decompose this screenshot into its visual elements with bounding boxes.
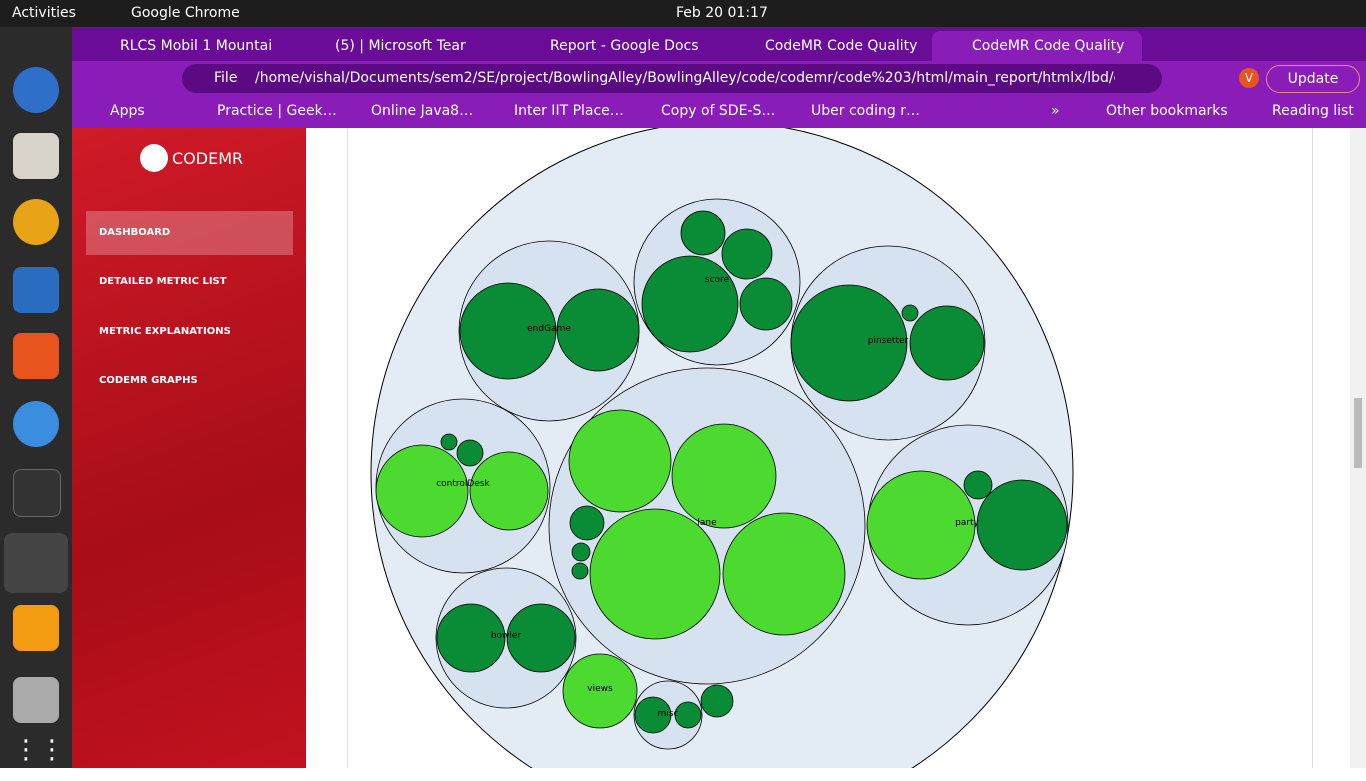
disk[interactable]	[13, 677, 59, 723]
class[interactable]	[456, 439, 484, 467]
class[interactable]	[866, 470, 976, 580]
more-bookmarks[interactable]: »	[1051, 103, 1060, 119]
class[interactable]	[556, 288, 640, 372]
menu-item[interactable]: DASHBOARD	[86, 211, 293, 255]
brand: CODEMR	[172, 149, 244, 168]
class[interactable]	[440, 433, 458, 451]
class[interactable]	[562, 653, 638, 729]
clock[interactable]: Feb 20 01:17	[676, 5, 768, 21]
url: /home/vishal/Documents/sem2/SE/project/B…	[255, 70, 1115, 86]
terminal[interactable]	[13, 469, 61, 517]
content: endGame score pinsetter controlDesk lane…	[306, 128, 1366, 768]
class[interactable]	[469, 451, 549, 531]
class[interactable]	[634, 696, 672, 734]
package-graph: endGame score pinsetter controlDesk lane…	[370, 128, 1074, 768]
reading-list[interactable]: Reading list	[1272, 103, 1354, 119]
app-menu[interactable]: Google Chrome	[131, 5, 240, 21]
node-label: score	[705, 275, 730, 285]
tab[interactable]: CodeMR Code Quality	[765, 38, 918, 54]
class[interactable]	[721, 228, 773, 280]
tab-strip: RLCS Mobil 1 Mountai (5) | Microsoft Tea…	[72, 27, 1366, 61]
package[interactable]	[435, 567, 577, 709]
class[interactable]	[459, 282, 557, 380]
menu-item[interactable]: METRIC EXPLANATIONS	[99, 326, 231, 337]
address-bar[interactable]: File /home/vishal/Documents/sem2/SE/proj…	[182, 64, 1162, 93]
help[interactable]	[13, 401, 59, 447]
files[interactable]	[13, 133, 59, 179]
bookmark[interactable]: Inter IIT Place…	[514, 103, 624, 119]
thunderbird[interactable]	[13, 67, 59, 113]
node-label: controlDesk	[436, 479, 490, 489]
node-label: lane	[697, 518, 717, 528]
bookmark[interactable]: Copy of SDE-S…	[661, 103, 776, 119]
class[interactable]	[722, 512, 846, 636]
class[interactable]	[909, 305, 985, 381]
activities[interactable]: Activities	[12, 5, 76, 21]
class[interactable]	[571, 542, 591, 562]
top-bar: Activities Google Chrome Feb 20 01:17	[0, 0, 1366, 27]
menu-item[interactable]: CODEMR GRAPHS	[99, 375, 198, 386]
logo	[140, 144, 168, 172]
class[interactable]	[790, 284, 908, 402]
class[interactable]	[375, 444, 469, 538]
bookmark[interactable]: Apps	[110, 103, 145, 119]
toolbar: File /home/vishal/Documents/sem2/SE/proj…	[72, 61, 1366, 96]
class[interactable]	[641, 255, 739, 353]
scrollbar[interactable]	[1350, 128, 1366, 768]
node-label: misc	[658, 709, 679, 719]
class[interactable]	[963, 470, 993, 500]
menu-item[interactable]: DETAILED METRIC LIST	[99, 276, 227, 287]
node-label: party	[955, 518, 979, 528]
chrome[interactable]	[4, 533, 68, 593]
bookmark[interactable]: Practice | Geek…	[217, 103, 337, 119]
tab[interactable]: RLCS Mobil 1 Mountai	[120, 38, 273, 54]
update-button[interactable]: Update	[1266, 65, 1360, 93]
rhythmbox[interactable]	[13, 199, 59, 245]
dock: ⋮⋮	[0, 27, 72, 768]
bookmark[interactable]: Online Java8…	[371, 103, 474, 119]
class[interactable]	[506, 603, 576, 673]
tab-active[interactable]: CodeMR Code Quality	[932, 31, 1142, 61]
class[interactable]	[589, 508, 721, 640]
node-label: pinsetter	[868, 336, 909, 346]
class[interactable]	[739, 277, 793, 331]
panel	[347, 128, 1313, 768]
tab[interactable]: (5) | Microsoft Tear	[335, 38, 466, 54]
scheme: File	[214, 70, 238, 86]
class[interactable]	[700, 684, 734, 718]
class[interactable]	[901, 304, 919, 322]
other-bookmarks[interactable]: Other bookmarks	[1106, 103, 1228, 119]
tab[interactable]: Report - Google Docs	[550, 38, 699, 54]
class[interactable]	[680, 210, 726, 256]
apps-grid[interactable]: ⋮⋮	[13, 735, 65, 765]
class[interactable]	[976, 479, 1068, 571]
class[interactable]	[569, 505, 605, 541]
class[interactable]	[674, 701, 702, 729]
writer[interactable]	[13, 267, 59, 313]
class[interactable]	[568, 409, 672, 513]
node-label: bowler	[491, 631, 522, 641]
class[interactable]	[671, 423, 777, 529]
class[interactable]	[436, 603, 506, 673]
sublime[interactable]	[13, 605, 59, 651]
software[interactable]	[13, 333, 59, 379]
bookmark[interactable]: Uber coding r…	[811, 103, 920, 119]
sidebar: CODEMR DASHBOARD DETAILED METRIC LIST ME…	[72, 128, 306, 768]
class[interactable]	[571, 562, 589, 580]
profile[interactable]: V	[1239, 68, 1259, 88]
node-label: endGame	[527, 324, 571, 334]
node-label: views	[587, 684, 613, 694]
bookmarks-bar: Apps Practice | Geek… Online Java8… Inte…	[72, 96, 1366, 128]
